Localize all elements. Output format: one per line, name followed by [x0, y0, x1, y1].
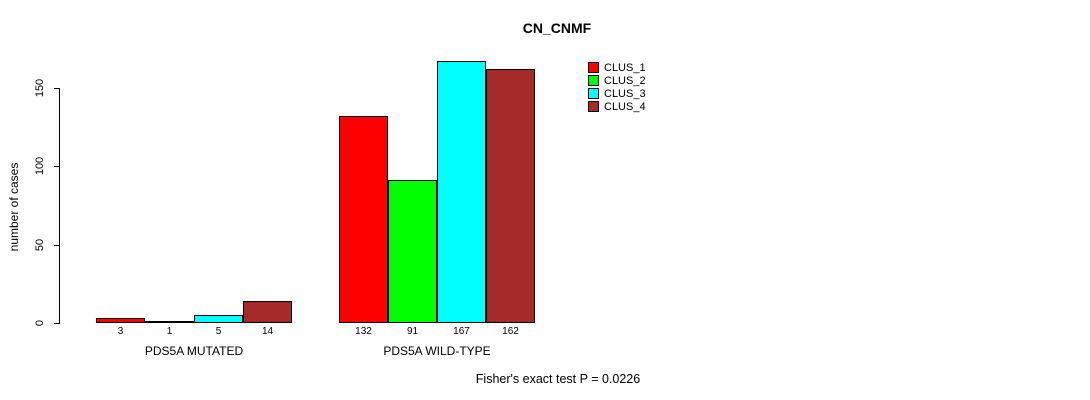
bar-clus_4-2	[486, 69, 535, 323]
bar-clus_2-2	[388, 180, 437, 323]
bar-clus_3-1	[194, 315, 243, 323]
legend-label: CLUS_2	[604, 74, 646, 87]
bar-value-label: 132	[355, 326, 372, 337]
bar-value-label: 91	[406, 326, 419, 337]
bar-value-label: 1	[166, 326, 173, 337]
legend-swatch-clus_2	[588, 75, 599, 86]
bar-clus_4-1	[243, 301, 292, 323]
legend-swatch-clus_1	[588, 62, 599, 73]
y-tick-mark	[54, 166, 60, 168]
legend-label: CLUS_4	[604, 100, 646, 113]
y-tick-label: 150	[34, 78, 46, 98]
legend-label: CLUS_1	[604, 61, 646, 74]
y-tick-label: 50	[34, 238, 46, 251]
y-tick-mark	[54, 323, 60, 324]
bar-value-label: 3	[117, 326, 124, 337]
x-group-label: PDS5A MUTATED	[144, 344, 244, 358]
y-tick-label: 0	[34, 319, 46, 327]
bar-clus_1-2	[339, 116, 388, 323]
bar-value-label: 167	[453, 326, 470, 337]
y-tick-label: 100	[34, 157, 46, 176]
legend-label: CLUS_3	[604, 87, 646, 100]
y-tick-mark	[54, 244, 60, 246]
chart-title: CN_CNMF	[522, 20, 592, 36]
y-axis-line	[59, 88, 60, 323]
bar-value-label: 162	[502, 326, 519, 337]
statistical-test-annotation: Fisher's exact test P = 0.0226	[475, 372, 641, 386]
legend-swatch-clus_4	[588, 101, 599, 112]
y-tick-mark	[54, 88, 60, 89]
y-axis-title: number of cases	[7, 162, 21, 252]
bar-clus_1-1	[96, 318, 145, 323]
bar-value-label: 5	[215, 326, 222, 337]
bar-clus_2-1	[145, 321, 194, 323]
x-group-label: PDS5A WILD-TYPE	[383, 344, 491, 358]
legend-swatch-clus_3	[588, 88, 599, 99]
bar-value-label: 14	[261, 326, 274, 337]
bar-clus_3-2	[437, 61, 486, 323]
